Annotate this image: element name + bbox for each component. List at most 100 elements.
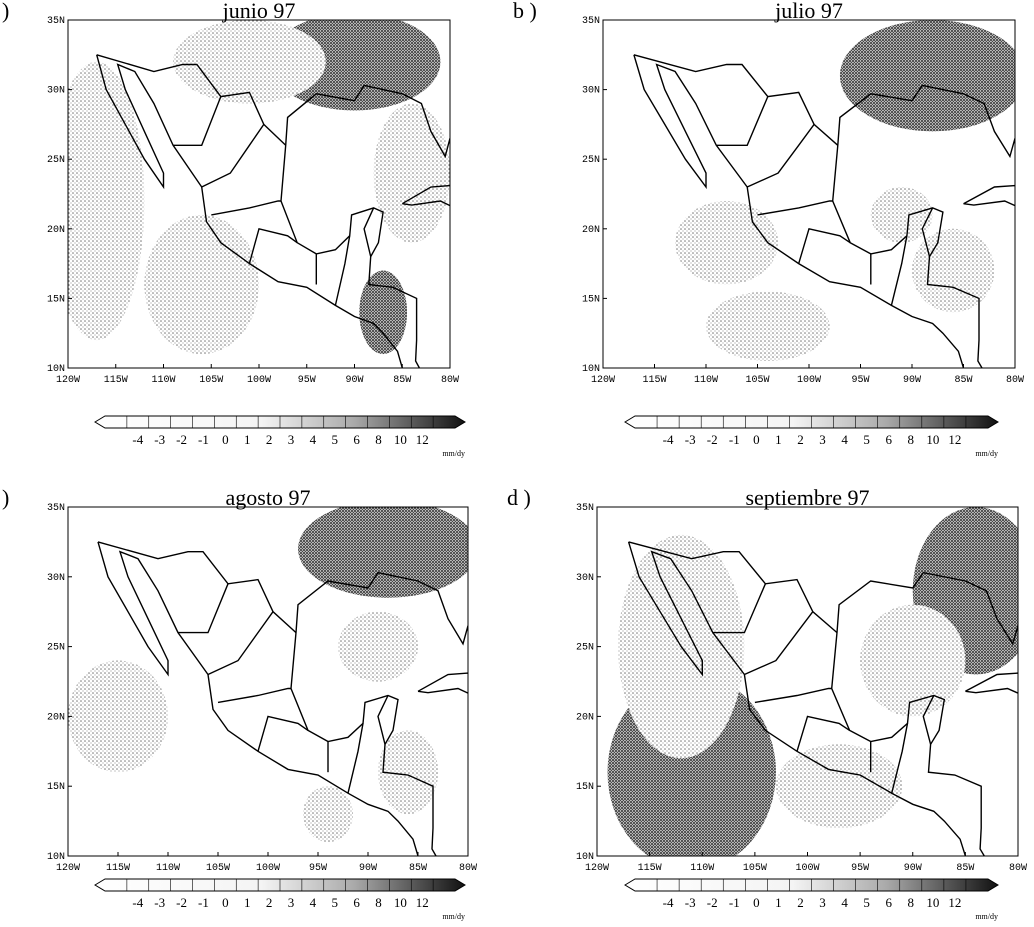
x-tick-label: 90W	[359, 863, 377, 874]
y-tick-label: 15N	[47, 294, 65, 305]
colorbar-label: -4	[663, 432, 674, 447]
x-tick-label: 115W	[104, 375, 128, 386]
boundary	[201, 124, 265, 188]
boundary	[890, 235, 908, 306]
colorbar-unit: mm/dy	[975, 449, 998, 458]
panel-title: septiembre 97	[745, 485, 869, 510]
x-tick-label: 120W	[56, 375, 80, 386]
x-tick-label: 110W	[694, 375, 718, 386]
boundary	[211, 200, 281, 216]
precip-area	[839, 20, 1015, 132]
x-tick-label: 100W	[256, 863, 280, 874]
panel-label: b )	[513, 0, 537, 23]
x-tick-label: 80W	[441, 375, 459, 386]
colorbar-label: 4	[841, 432, 848, 447]
boundary	[280, 84, 450, 368]
x-tick-label: 105W	[745, 375, 769, 386]
colorbar-label: 1	[244, 432, 251, 447]
y-tick-label: 35N	[47, 503, 65, 514]
y-tick-label: 15N	[576, 782, 594, 793]
map-panel: ) agosto 97 120W 115W 110W 105W 100W 95W 90W 85W 8…	[2, 485, 477, 921]
boundary	[831, 84, 1015, 368]
panel-title: agosto 97	[226, 485, 311, 510]
colorbar-label: -4	[132, 895, 143, 910]
x-tick-label: 85W	[393, 375, 411, 386]
boundary	[922, 695, 935, 745]
island	[417, 672, 468, 694]
colorbar-label: -1	[198, 895, 209, 910]
y-tick-label: 35N	[47, 16, 65, 27]
colorbar-label: -4	[132, 432, 143, 447]
colorbar-label: 3	[819, 895, 826, 910]
x-tick-label: 90W	[904, 863, 922, 874]
colorbar-label: 0	[222, 895, 229, 910]
colorbar-label: 1	[775, 895, 782, 910]
precip-area	[860, 604, 966, 717]
colorbar-unit: mm/dy	[975, 912, 998, 921]
precip-area	[775, 744, 903, 829]
colorbar-label: -3	[154, 895, 165, 910]
x-tick-label: 115W	[106, 863, 130, 874]
precip-area	[68, 660, 168, 773]
panel-label: d )	[507, 485, 531, 510]
colorbar-label: 10	[926, 895, 939, 910]
x-tick-label: 110W	[151, 375, 175, 386]
y-tick-label: 30N	[576, 573, 594, 584]
colorbar-label: 2	[797, 432, 804, 447]
island	[965, 672, 1018, 694]
x-tick-label: 120W	[56, 863, 80, 874]
colorbar-label: 6	[885, 432, 892, 447]
panel-title: julio 97	[774, 0, 843, 23]
precip-area	[706, 291, 830, 362]
y-tick-label: 10N	[582, 364, 600, 375]
precip-area	[338, 611, 418, 682]
boundary	[830, 571, 1018, 856]
precip-area	[870, 187, 933, 243]
colorbar-label: -2	[707, 432, 718, 447]
boundary	[377, 695, 389, 745]
boundary	[633, 54, 839, 146]
colorbar-label: 2	[797, 895, 804, 910]
colorbar-label: 4	[841, 895, 848, 910]
boundary	[716, 96, 769, 147]
x-tick-label: 110W	[156, 863, 180, 874]
x-tick-label: 85W	[954, 375, 972, 386]
x-tick-label: 95W	[298, 375, 316, 386]
precip-area	[912, 228, 995, 313]
colorbar-label: 12	[948, 432, 961, 447]
x-tick-label: 115W	[638, 863, 662, 874]
precip-area	[298, 507, 468, 598]
y-tick-label: 10N	[47, 852, 65, 863]
island	[963, 184, 1015, 207]
boundary	[754, 687, 832, 704]
colorbar-label: 5	[863, 432, 870, 447]
boundary	[757, 200, 833, 216]
boundary	[173, 96, 222, 147]
panel-label: )	[2, 0, 9, 23]
colorbar-label: 8	[375, 895, 382, 910]
colorbar-label: 5	[331, 432, 338, 447]
boundary	[257, 715, 309, 752]
x-tick-label: 100W	[797, 375, 821, 386]
x-tick-label: 80W	[1006, 375, 1024, 386]
boundary	[633, 54, 965, 368]
colorbar-label: 2	[266, 895, 273, 910]
y-tick-label: 20N	[576, 712, 594, 723]
y-tick-label: 15N	[47, 782, 65, 793]
colorbar-label: 4	[310, 432, 317, 447]
colorbar-label: -2	[176, 432, 187, 447]
boundary	[96, 54, 287, 146]
island	[401, 184, 450, 207]
x-tick-label: 80W	[459, 863, 477, 874]
boundary	[627, 541, 967, 856]
colorbar-label: 12	[948, 895, 961, 910]
boundary	[334, 235, 351, 306]
colorbar-label: -1	[198, 432, 209, 447]
boundary	[97, 541, 419, 856]
boundary	[746, 123, 815, 188]
precip-area	[373, 103, 450, 243]
colorbar-label: 6	[353, 895, 360, 910]
boundary	[217, 687, 291, 704]
y-tick-label: 25N	[47, 155, 65, 166]
